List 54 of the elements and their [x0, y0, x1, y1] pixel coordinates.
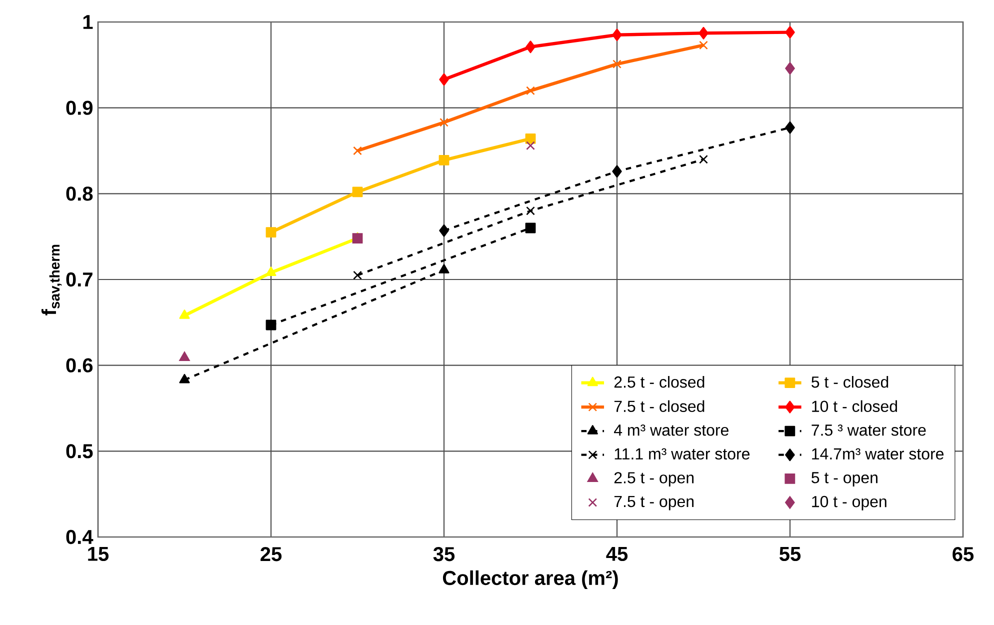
y-tick-label: 0.9 — [66, 100, 93, 115]
point — [353, 146, 362, 156]
point — [526, 141, 535, 150]
point — [439, 224, 449, 237]
x-axis-title: Collector area (m²) — [442, 570, 618, 590]
y-tick-label: 0.7 — [66, 272, 92, 287]
point — [438, 154, 450, 166]
point — [785, 26, 795, 39]
y-axis-title: f$_{sav,therm}$ — [41, 244, 62, 316]
point — [526, 40, 536, 54]
point — [525, 222, 536, 234]
legend-label: 7.5 t - open — [614, 496, 694, 510]
x-tick-label: 45 — [606, 547, 628, 561]
x-tick-label: 65 — [952, 547, 974, 562]
point — [525, 134, 536, 144]
point — [699, 40, 708, 50]
x-tick-label: 55 — [779, 547, 801, 561]
y-tick-label: 0.5 — [66, 444, 93, 458]
point — [266, 227, 276, 238]
x-tick-label: 15 — [88, 547, 109, 561]
y-tick-label: 0.6 — [66, 358, 93, 372]
legend-label: 10 t - open — [812, 496, 886, 510]
x-tick-label: 25 — [260, 547, 282, 562]
point — [439, 73, 449, 86]
point — [352, 186, 363, 198]
point — [266, 320, 276, 330]
y-tick-label: 1 — [83, 15, 93, 29]
legend-label: 2.5 t - open — [614, 472, 694, 487]
point — [785, 62, 795, 75]
legend-label: 11.1 m³ water store — [614, 448, 750, 460]
legend-label: 5 t - open — [812, 472, 878, 486]
y-tick-label: 0.4 — [66, 530, 94, 544]
legend-label: 5 t - closed — [812, 376, 888, 388]
point — [785, 121, 795, 134]
point — [353, 270, 362, 280]
point — [440, 118, 448, 127]
y-tick-label: 0.8 — [66, 186, 93, 201]
point — [612, 28, 622, 42]
point — [526, 86, 535, 96]
legend-label: 2.5 t - closed — [614, 376, 704, 388]
legend-label: 10 t - closed — [812, 400, 897, 412]
point — [179, 352, 190, 361]
x-tick-label: 35 — [433, 547, 455, 562]
point — [179, 310, 190, 319]
point — [612, 165, 622, 178]
point — [699, 154, 708, 164]
legend-label: 4 m³ water store — [614, 424, 728, 436]
legend-label: 7.5 ³ water store — [812, 424, 926, 436]
point — [266, 266, 276, 276]
point — [698, 26, 708, 40]
point — [612, 60, 622, 68]
legend-label: 7.5 t - closed — [614, 400, 704, 412]
point — [526, 206, 535, 216]
legend-label: 14.7m³ water store — [812, 448, 944, 460]
